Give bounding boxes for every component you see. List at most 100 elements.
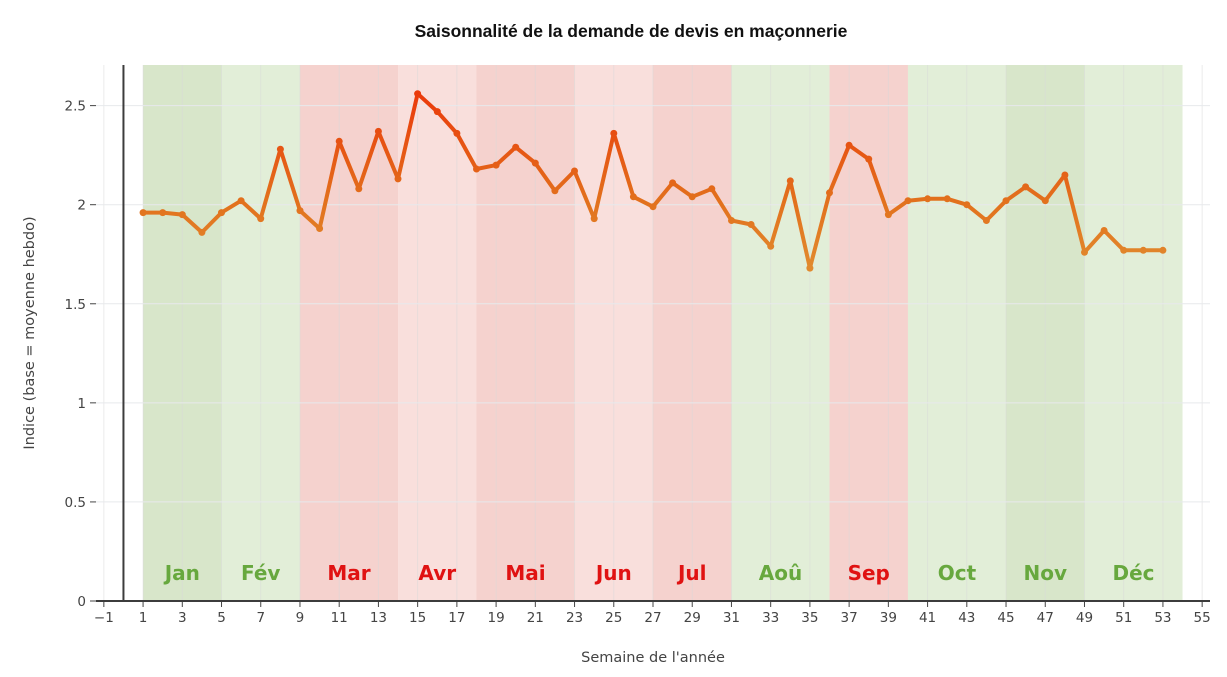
data-point [492, 161, 500, 169]
month-band-mar [299, 65, 399, 601]
data-point [924, 195, 932, 203]
y-tick-label: 1.5 [65, 297, 86, 313]
x-tick-label: 37 [841, 610, 858, 626]
month-band-sep [829, 65, 908, 601]
x-tick-label: 33 [762, 610, 779, 626]
data-point [865, 155, 873, 163]
data-point [747, 221, 755, 228]
data-point [1159, 246, 1167, 254]
y-tick-label: 0 [77, 594, 86, 610]
month-label-oct: Oct [938, 561, 977, 585]
data-point [1139, 246, 1147, 254]
x-tick-label: 49 [1076, 610, 1093, 626]
month-label-jul: Jul [676, 561, 707, 585]
x-tick-label: 27 [644, 610, 661, 626]
y-axis-title: Indice (base = moyenne hebdo) [22, 216, 38, 450]
data-point [512, 143, 520, 151]
x-tick-label: 25 [605, 610, 622, 626]
data-point [728, 217, 735, 224]
data-point [884, 211, 892, 219]
x-tick-label: 1 [139, 610, 148, 626]
data-point [237, 197, 245, 205]
x-tick-label: 31 [723, 610, 740, 626]
x-axis-ticks: −1 1 3 5 7 9 11 13 15 17 19 21 23 25 27 29 31 33 35 37 39 41 4… [94, 602, 1211, 626]
month-label-jun: Jun [594, 561, 632, 585]
data-point [1120, 246, 1128, 254]
x-tick-label: 13 [370, 610, 387, 626]
x-tick-label: 55 [1194, 610, 1211, 626]
month-band-avr [398, 65, 477, 601]
data-point [139, 209, 147, 217]
month-label-nov: Nov [1023, 561, 1067, 585]
data-point [826, 189, 833, 197]
x-tick-label: −1 [94, 610, 114, 626]
data-point [1061, 171, 1069, 179]
month-labels: Jan Fév Mar Avr Mai Jun Jul Aoû Sep Oct Nov Déc [163, 561, 1155, 585]
month-label-mai: Mai [505, 561, 545, 585]
x-axis-title: Semaine de l'année [581, 650, 725, 666]
data-point [943, 195, 951, 203]
data-point [982, 217, 990, 224]
data-point [1022, 183, 1030, 191]
data-point [433, 108, 441, 116]
data-point [669, 179, 677, 187]
month-label-mar: Mar [327, 561, 370, 585]
data-point [610, 129, 618, 137]
x-tick-label: 9 [296, 610, 305, 626]
x-tick-label: 41 [919, 610, 936, 626]
data-point [806, 264, 814, 272]
data-point [708, 185, 716, 193]
data-point [178, 211, 186, 219]
x-tick-label: 35 [801, 610, 818, 626]
data-point [374, 127, 382, 135]
month-label-avr: Avr [418, 561, 456, 585]
x-tick-label: 47 [1037, 610, 1054, 626]
month-label-sep: Sep [848, 561, 890, 585]
data-point [218, 209, 225, 217]
month-label-fév: Fév [241, 561, 280, 585]
data-point [414, 90, 422, 98]
data-point [316, 225, 324, 232]
month-band-oct [907, 65, 1007, 601]
x-tick-label: 7 [256, 610, 265, 626]
y-tick-label: 2 [77, 198, 86, 214]
y-tick-label: 1 [77, 396, 86, 412]
data-point [571, 167, 578, 175]
data-point [198, 228, 206, 236]
data-point [394, 175, 402, 183]
data-point [551, 187, 559, 195]
y-tick-label: 0.5 [65, 495, 86, 511]
data-point [845, 141, 853, 149]
x-tick-label: 43 [958, 610, 975, 626]
data-point [688, 193, 696, 201]
x-tick-label: 29 [684, 610, 701, 626]
data-point [1002, 197, 1010, 205]
x-tick-label: 5 [217, 610, 226, 626]
month-bands [143, 65, 1183, 601]
x-tick-label: 3 [178, 610, 187, 626]
data-point [904, 197, 912, 205]
x-tick-label: 23 [566, 610, 583, 626]
x-tick-label: 11 [331, 610, 348, 626]
data-point [963, 201, 971, 209]
gridlines [96, 65, 1210, 601]
x-tick-label: 51 [1115, 610, 1132, 626]
data-point [531, 159, 539, 167]
month-label-déc: Déc [1112, 561, 1154, 585]
data-point [296, 207, 304, 215]
y-tick-label: 2.5 [65, 99, 86, 115]
data-point [453, 129, 461, 137]
data-point [649, 203, 657, 211]
x-tick-label: 15 [409, 610, 426, 626]
data-point [590, 215, 598, 223]
month-band-déc [1084, 65, 1183, 601]
data-point [767, 242, 775, 250]
data-point [629, 193, 637, 201]
x-tick-label: 39 [880, 610, 897, 626]
x-tick-label: 19 [488, 610, 505, 626]
month-band-aoû [731, 65, 830, 601]
month-band-mai [476, 65, 575, 601]
x-tick-label: 45 [997, 610, 1014, 626]
